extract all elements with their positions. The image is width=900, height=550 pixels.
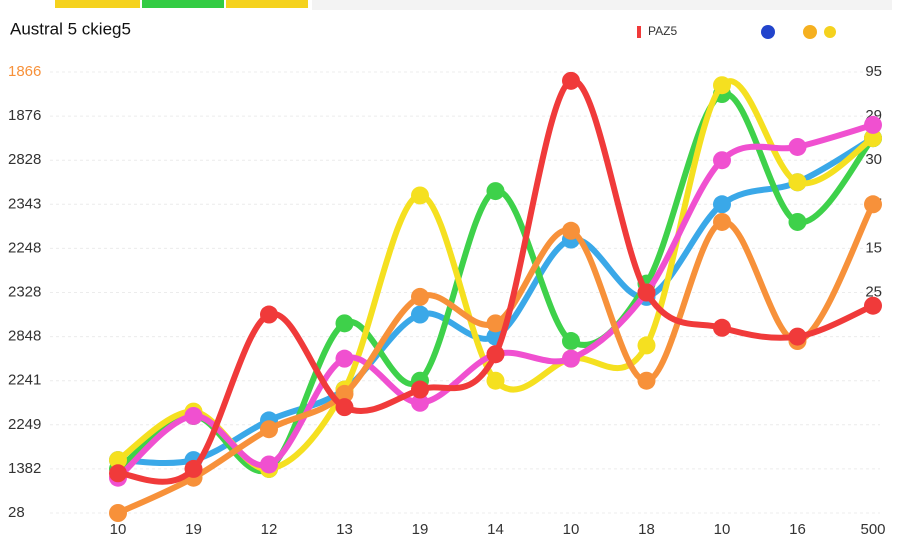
legend-dot[interactable] [824, 26, 836, 38]
x-tick-label: 500 [860, 521, 885, 538]
data-point [562, 332, 580, 351]
data-point [411, 305, 429, 324]
y-tick-label: 28 [8, 504, 25, 521]
data-point [486, 182, 505, 201]
data-point [411, 393, 429, 412]
data-point [637, 283, 656, 302]
data-point [562, 71, 580, 90]
y-tick-label: 2828 [8, 151, 41, 168]
x-tick-label: 14 [487, 521, 504, 538]
data-point [788, 173, 807, 192]
x-tick-label: 18 [638, 521, 655, 538]
data-point [788, 212, 807, 231]
x-tick-label: 16 [789, 521, 806, 538]
data-point [562, 221, 580, 240]
data-point [864, 129, 882, 148]
legend-dot[interactable] [761, 25, 775, 39]
data-point [788, 137, 807, 156]
chart-title: Austral 5 ckieg5 [10, 19, 131, 38]
data-point [109, 464, 127, 483]
legend-label: PAZ5 [648, 24, 677, 38]
x-tick-label: 13 [336, 521, 353, 538]
x-tick-label: 10 [110, 521, 127, 538]
y-tick-label: 2241 [8, 372, 41, 389]
data-point [713, 318, 731, 337]
y2-tick-label: 95 [865, 63, 882, 80]
data-point [864, 195, 882, 214]
data-point [713, 195, 731, 214]
legend-swatch [637, 26, 641, 38]
data-point [109, 451, 127, 470]
data-point [411, 380, 429, 399]
data-point [486, 314, 505, 333]
data-point [109, 504, 127, 522]
data-point [713, 76, 731, 95]
y-tick-label: 2249 [8, 416, 41, 433]
tab[interactable] [226, 0, 308, 8]
x-tick-label: 19 [185, 521, 202, 538]
y-tick-label: 2328 [8, 283, 41, 300]
data-point [637, 336, 656, 355]
y2-tick-label: 25 [865, 283, 882, 300]
data-point [335, 384, 354, 403]
data-point [335, 314, 354, 333]
y-tick-label: 1876 [8, 107, 41, 124]
data-point [260, 305, 278, 324]
y2-tick-label: 30 [865, 151, 882, 168]
tab-bar [312, 0, 892, 10]
data-point [184, 406, 203, 425]
data-point [411, 186, 429, 205]
y-tick-label: 1866 [8, 63, 41, 80]
data-point [260, 455, 278, 474]
data-point [335, 349, 354, 368]
data-point [335, 398, 354, 417]
y-tick-label: 1382 [8, 460, 41, 477]
data-point [486, 345, 505, 364]
data-point [562, 349, 580, 368]
data-point [713, 212, 731, 231]
x-tick-label: 10 [714, 521, 731, 538]
legend-dot[interactable] [803, 25, 817, 39]
data-point [184, 459, 203, 478]
data-point [864, 296, 882, 315]
x-tick-label: 12 [261, 521, 278, 538]
y-tick-label: 2248 [8, 239, 41, 256]
y-tick-label: 2848 [8, 328, 41, 345]
data-point [260, 420, 278, 439]
data-point [637, 371, 656, 390]
data-point [411, 287, 429, 306]
y2-tick-label: 15 [865, 239, 882, 256]
x-tick-label: 10 [563, 521, 580, 538]
tab[interactable] [142, 0, 224, 8]
data-point [713, 151, 731, 170]
data-point [788, 327, 807, 346]
x-tick-label: 19 [412, 521, 429, 538]
tab[interactable] [55, 0, 140, 8]
y-tick-label: 2343 [8, 195, 41, 212]
data-point [486, 371, 505, 390]
data-point [864, 115, 882, 134]
